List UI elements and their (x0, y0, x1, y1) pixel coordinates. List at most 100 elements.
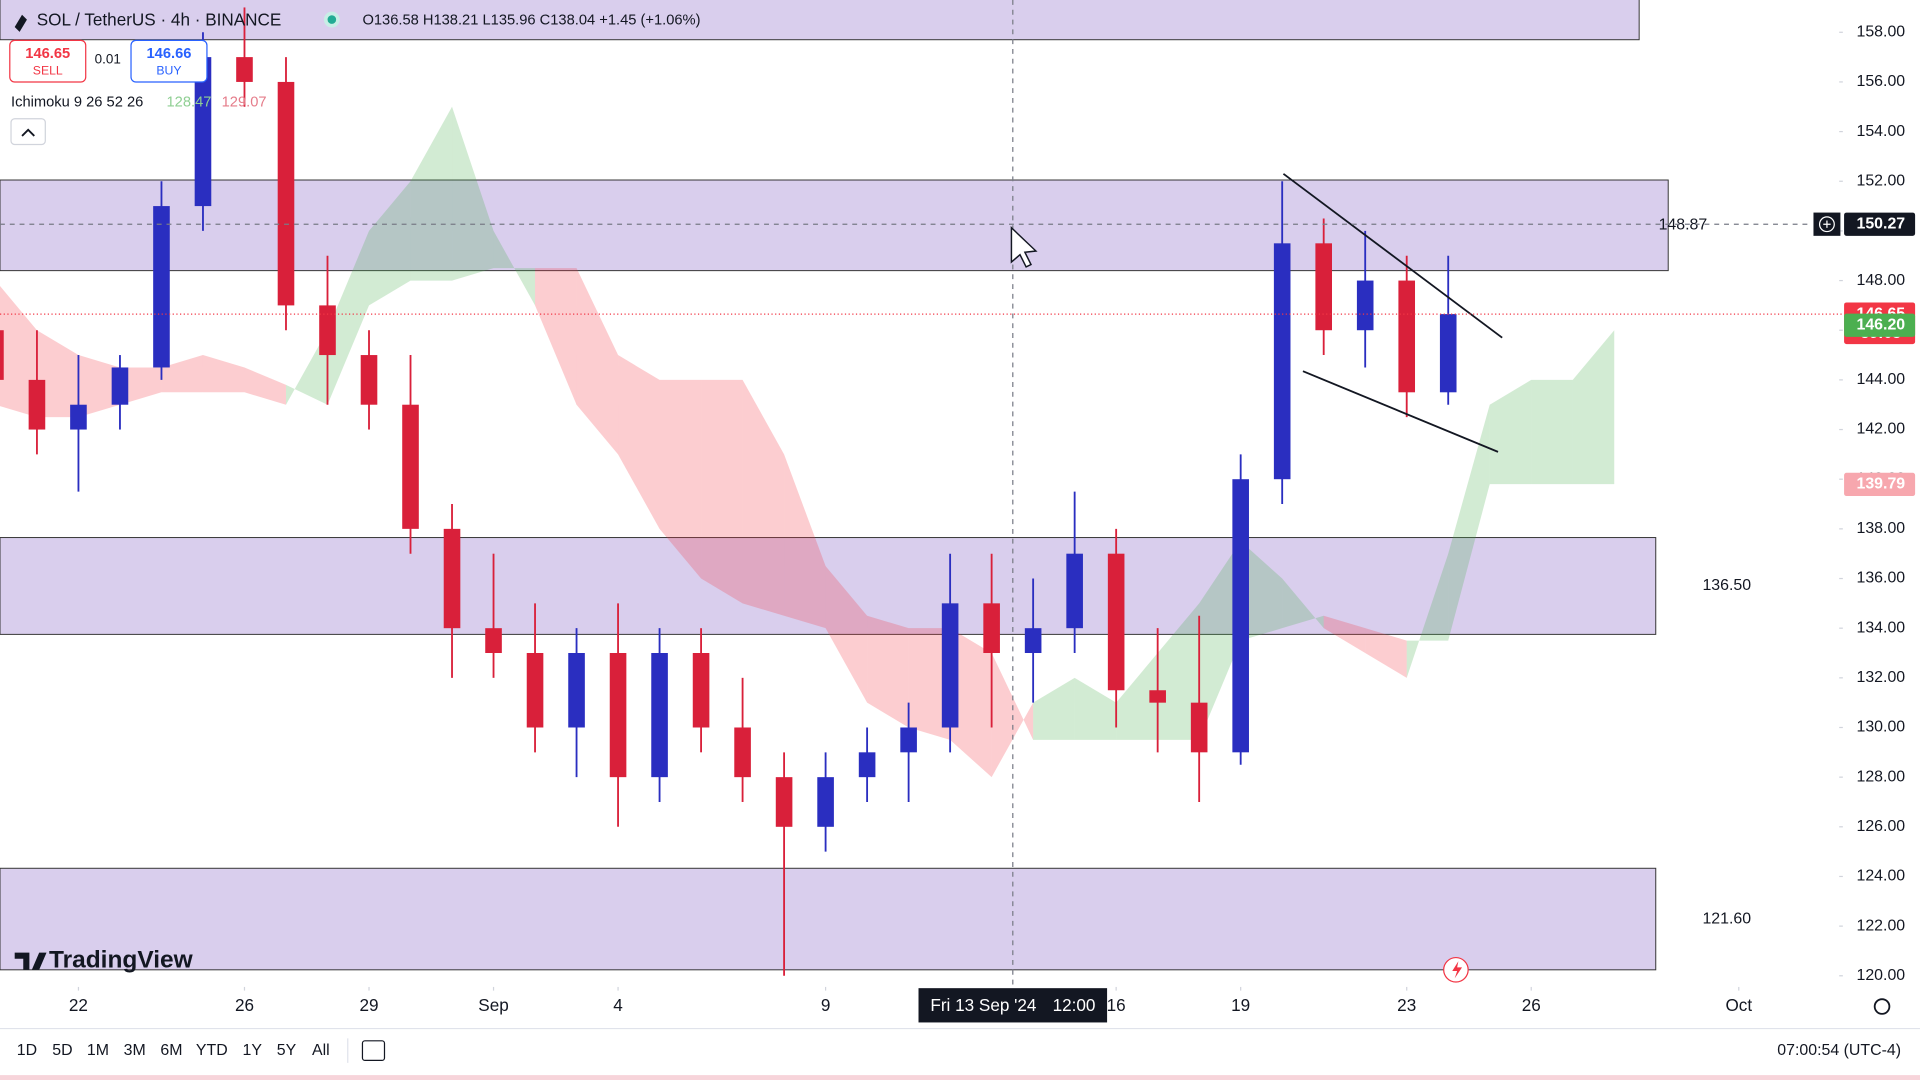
ohlc: O136.58 H138.21 L135.96 C138.04 +1.45 (+… (362, 13, 700, 29)
candle-body (1315, 243, 1332, 331)
cloud-segment (36, 330, 79, 418)
clock: 07:00:54 (UTC-4) (1777, 1042, 1901, 1059)
candle-body (941, 603, 959, 728)
y-tick-label: 156.00 (1856, 73, 1905, 90)
candle-body (1232, 479, 1249, 753)
buy-price[interactable]: 146.66 (147, 46, 192, 62)
plot-front: 148.87 136.50 121.60 Fri 13 Sep '24 12:00 120… (0, 0, 1916, 1059)
buy-label[interactable]: BUY (156, 63, 181, 77)
sell-box[interactable] (9, 39, 87, 83)
x-tick-label: Oct (1725, 995, 1752, 1015)
y-tick-label: 138.00 (1856, 520, 1905, 537)
y-tick-label: 120.00 (1856, 967, 1905, 984)
cloud-segment (0, 286, 37, 418)
y-tick-label: 154.00 (1856, 123, 1905, 140)
x-tick-label: 26 (235, 995, 254, 1015)
sell-price[interactable]: 146.65 (25, 46, 70, 62)
candle-body (153, 206, 170, 368)
candle-body (0, 330, 4, 380)
candle-body (526, 653, 544, 728)
cloud-segment (742, 379, 785, 616)
candle-body (360, 355, 378, 405)
y-tick-label: 132.00 (1856, 669, 1905, 686)
cloud-segment (618, 355, 660, 529)
sell-button[interactable]: 146.65 SELL (9, 39, 87, 83)
candle-body (111, 367, 129, 405)
brand: TradingView (14, 947, 194, 974)
cloud-segment (1448, 404, 1490, 641)
buy-box[interactable] (130, 39, 208, 83)
range-button[interactable]: 5Y (277, 1042, 297, 1059)
candle-body (319, 305, 336, 356)
range-button[interactable]: 1Y (243, 1042, 263, 1059)
candle-body (651, 653, 668, 778)
alert-bolt[interactable] (1452, 961, 1463, 979)
crosshair-date: Fri 13 Sep '24 (930, 995, 1037, 1015)
status-dot (323, 11, 340, 28)
collapse-button[interactable] (10, 118, 46, 146)
cloud-segment (1365, 628, 1407, 678)
cloud-segment (452, 106, 494, 281)
brand-icon (14, 952, 47, 970)
indicator-value-b: 129.07 (222, 95, 267, 111)
cloud-segment (991, 653, 1034, 778)
cloud-segment (369, 181, 411, 306)
cloud-segment (701, 379, 743, 604)
buy-button[interactable]: 146.66 BUY (130, 39, 208, 83)
cloud-segment (950, 628, 992, 778)
crosshair-date-box (918, 988, 1108, 1023)
cloud-segment (327, 230, 370, 405)
price-badge (1844, 472, 1916, 497)
symbol-icon (14, 14, 27, 32)
y-tick-label: 124.00 (1856, 868, 1905, 885)
cloud-segment (825, 566, 868, 703)
y-tick-label: 158.00 (1856, 23, 1905, 40)
trendline (1302, 370, 1499, 453)
price-badge (1844, 212, 1916, 236)
candle-body (858, 752, 876, 778)
plot-back (0, 0, 1669, 971)
indicator-name: Ichimoku 9 26 52 26 (11, 95, 143, 111)
candle-body (402, 404, 419, 529)
range-button[interactable]: 6M (160, 1042, 182, 1059)
price-badge (1844, 313, 1916, 337)
bottom-edge (0, 1075, 1920, 1080)
collapse-icon[interactable] (21, 128, 35, 137)
header: SOL / TetherUS · 4h · BINANCE O136.58 H1… (9, 9, 701, 146)
range-button[interactable]: 3M (124, 1042, 146, 1059)
crosshair-plus[interactable] (1818, 216, 1835, 233)
cursor (1010, 226, 1038, 268)
range-button[interactable]: 5D (52, 1042, 72, 1059)
sell-label[interactable]: SELL (33, 63, 63, 77)
cloud-segment (867, 615, 909, 728)
candle-body (1024, 628, 1042, 654)
cloud-segment (1572, 330, 1615, 485)
x-tick-label: Sep (478, 995, 508, 1015)
cloud-segment (1074, 677, 1117, 740)
zone-label: 148.87 (1659, 217, 1708, 234)
x-tick-label: 26 (1522, 995, 1541, 1015)
cloud-segment (1240, 541, 1283, 641)
candle-body (983, 603, 1000, 654)
candle-body (485, 628, 502, 654)
candle-body (734, 727, 751, 778)
price-badge-label: 150.27 (1856, 215, 1905, 232)
cloud-segment (1323, 615, 1366, 654)
x-tick-label: 9 (821, 995, 831, 1015)
cloud-segment (493, 230, 536, 306)
candle-body (817, 777, 834, 827)
cloud-segment (535, 268, 577, 405)
calendar-icon[interactable] (361, 1040, 386, 1062)
y-tick-label: 128.00 (1856, 768, 1905, 785)
range-button[interactable]: 1M (87, 1042, 109, 1059)
range-button[interactable]: 1D (17, 1042, 37, 1059)
candle-body (1149, 690, 1166, 703)
settings-icon[interactable] (1873, 998, 1891, 1015)
range-button[interactable]: All (312, 1042, 330, 1059)
crosshair-plus-sign[interactable] (1823, 220, 1831, 228)
cloud-segment (244, 367, 286, 405)
cloud-segment (1033, 677, 1075, 740)
candle-body (568, 653, 585, 728)
range-button[interactable]: YTD (196, 1042, 228, 1059)
zone (0, 867, 1657, 971)
